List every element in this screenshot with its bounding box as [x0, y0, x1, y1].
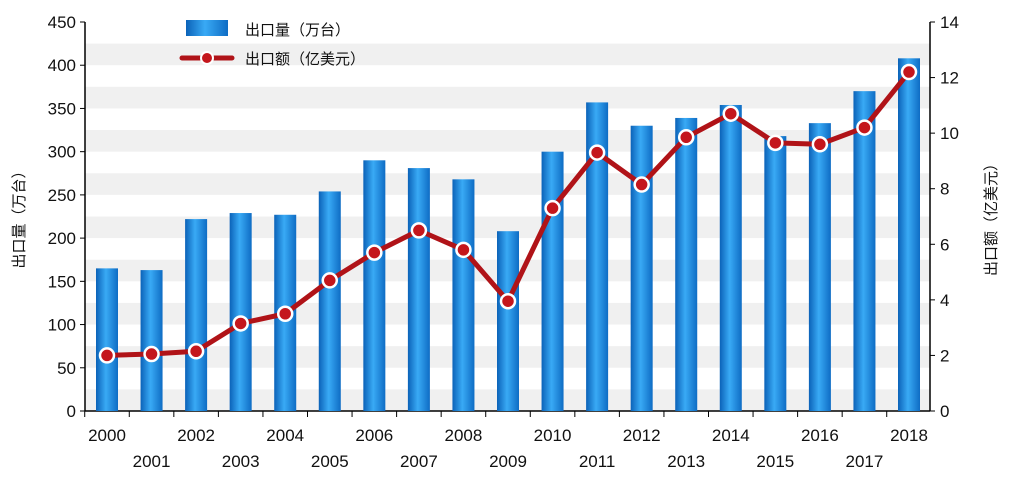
- legend-line-marker: [200, 51, 214, 65]
- x-tick-label: 2001: [133, 452, 171, 471]
- line-point: [321, 272, 339, 289]
- line-point: [187, 343, 205, 360]
- grid-band: [85, 130, 930, 152]
- line-point: [722, 105, 740, 122]
- bar: [407, 168, 430, 411]
- line-point: [232, 315, 249, 332]
- bar: [363, 160, 386, 411]
- bar: [586, 102, 609, 411]
- x-tick-label: 2006: [355, 426, 393, 445]
- y-tick-label: 450: [48, 13, 76, 32]
- bar: [452, 179, 475, 411]
- line-point: [143, 345, 160, 363]
- legend-bar-swatch: [186, 20, 228, 36]
- legend-label-line: 出口额（亿美元）: [245, 50, 365, 68]
- y-tick-label: 50: [57, 359, 76, 378]
- x-tick-label: 2011: [579, 452, 616, 471]
- y-tick-label: 100: [48, 316, 76, 335]
- bar: [853, 91, 876, 412]
- x-tick-label: 2017: [846, 452, 884, 471]
- bar: [719, 104, 742, 411]
- grid-band: [85, 86, 930, 109]
- y2-tick-label: 0: [940, 402, 949, 421]
- line-point: [633, 176, 650, 193]
- line-point: [900, 63, 918, 81]
- line-point: [410, 222, 428, 239]
- line-point: [677, 129, 695, 146]
- line-point: [98, 347, 116, 364]
- y-tick-label: 350: [48, 99, 76, 118]
- y2-tick-label: 14: [940, 13, 959, 32]
- x-tick-label: 2013: [667, 452, 705, 471]
- x-tick-label: 2015: [756, 452, 794, 471]
- x-tick-label: 2008: [445, 426, 483, 445]
- line-point: [455, 241, 472, 259]
- bar: [898, 58, 920, 411]
- grid-band: [85, 173, 930, 195]
- bar: [764, 136, 787, 411]
- x-tick-label: 2009: [489, 452, 527, 471]
- x-tick-label: 2005: [311, 452, 349, 471]
- bar: [318, 191, 341, 411]
- y2-tick-label: 4: [940, 291, 949, 310]
- line-point: [767, 134, 784, 152]
- y2-tick-label: 2: [940, 346, 949, 365]
- y-axis-label: 出口量（万台）: [10, 163, 28, 268]
- line-point: [544, 199, 561, 217]
- x-tick-label: 2003: [222, 452, 260, 471]
- line-point: [366, 244, 383, 261]
- x-tick-label: 2007: [400, 452, 438, 471]
- y-tick-label: 200: [48, 229, 76, 248]
- bar: [630, 125, 653, 411]
- bar: [140, 270, 163, 411]
- y-tick-label: 0: [67, 402, 76, 421]
- x-tick-label: 2018: [890, 426, 928, 445]
- y2-tick-label: 6: [940, 235, 949, 254]
- x-tick-label: 2004: [266, 426, 304, 445]
- x-tick-label: 2014: [712, 426, 750, 445]
- x-tick-label: 2000: [88, 426, 126, 445]
- y2-tick-label: 10: [940, 124, 959, 143]
- line-point: [276, 305, 294, 322]
- y-tick-label: 300: [48, 143, 76, 162]
- bar: [96, 268, 118, 411]
- y2-axis-label: 出口额（亿美元）: [982, 156, 1000, 276]
- grid-band: [85, 43, 930, 66]
- line-point: [499, 292, 517, 310]
- line-point: [811, 136, 829, 153]
- y-tick-label: 250: [48, 186, 76, 205]
- grid-band: [85, 216, 930, 239]
- bar: [185, 219, 208, 411]
- line-point: [856, 119, 873, 136]
- bar: [675, 117, 698, 411]
- y2-tick-label: 12: [940, 69, 959, 88]
- legend-label-bar: 出口量（万台）: [245, 21, 350, 39]
- x-tick-label: 2010: [534, 426, 572, 445]
- y2-tick-label: 8: [940, 180, 949, 199]
- line-point: [588, 144, 606, 161]
- x-tick-label: 2002: [177, 426, 215, 445]
- bar: [497, 231, 519, 411]
- y-tick-label: 150: [48, 272, 76, 291]
- bar: [808, 123, 831, 411]
- bar: [229, 213, 252, 411]
- x-tick-label: 2012: [623, 426, 661, 445]
- bar: [541, 151, 564, 411]
- x-tick-label: 2016: [801, 426, 839, 445]
- y-tick-label: 400: [48, 56, 76, 75]
